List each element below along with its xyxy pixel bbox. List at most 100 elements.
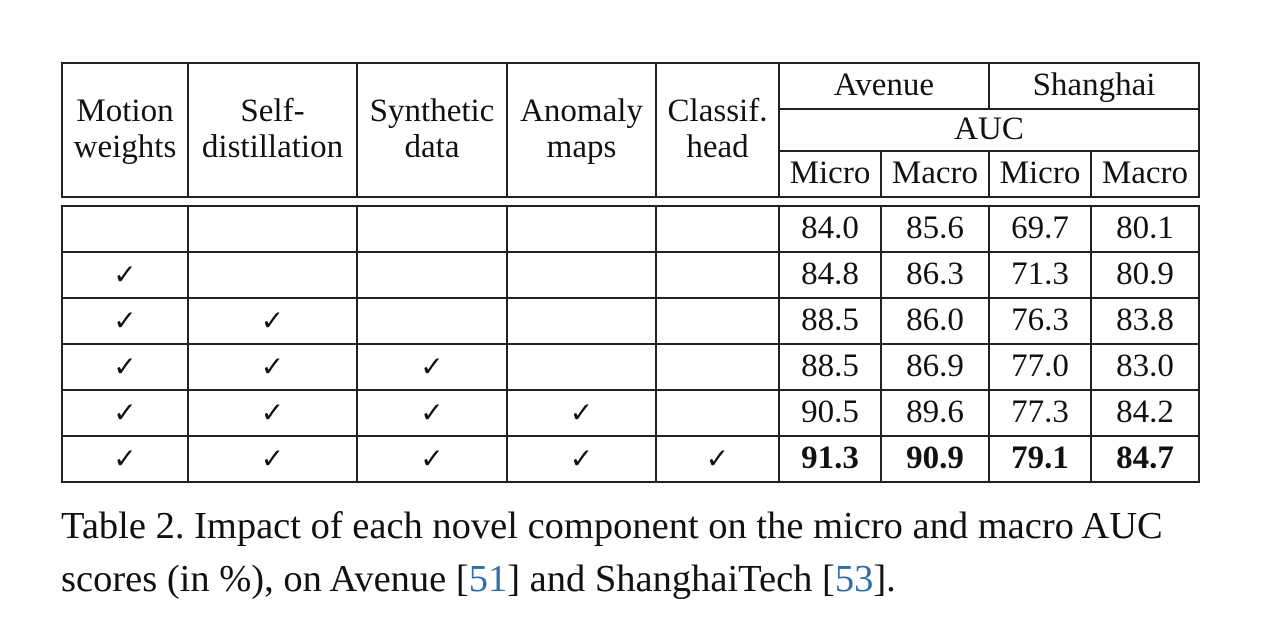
score-cell: 86.0: [880, 297, 990, 345]
header-separator: [62, 196, 1199, 207]
check-cell: ✓: [187, 435, 358, 483]
score-cell: 80.1: [1090, 205, 1200, 253]
score-cell: 83.8: [1090, 297, 1200, 345]
check-cell: [655, 297, 780, 345]
check-icon: ✓: [260, 396, 285, 430]
score-cell: 88.5: [778, 343, 882, 391]
score-cell: 88.5: [778, 297, 882, 345]
table-row: ✓ ✓ ✓ ✓ ✓ 91.3 90.9 79.1 84.7: [61, 435, 1200, 483]
check-cell: ✓: [61, 389, 189, 437]
score-cell: 86.3: [880, 251, 990, 299]
header-row-metric: AUC: [62, 108, 1200, 152]
check-cell: ✓: [356, 389, 508, 437]
score-cell: 77.0: [988, 343, 1092, 391]
header-shanghai-micro: Micro: [988, 150, 1092, 198]
check-icon: ✓: [705, 442, 730, 476]
ablation-table: Motion weights Self-distillation Syntheti…: [61, 62, 1200, 483]
check-cell: ✓: [356, 435, 508, 483]
citation-link-51[interactable]: 51: [468, 558, 508, 600]
score-cell: 90.9: [880, 435, 990, 483]
check-icon: ✓: [420, 350, 444, 384]
check-icon: ✓: [420, 396, 444, 430]
check-cell: [655, 389, 780, 437]
check-icon: ✓: [113, 258, 137, 292]
check-cell: ✓: [187, 389, 358, 437]
score-cell: 84.7: [1090, 435, 1200, 483]
table-row: ✓ ✓ ✓ 88.5 86.9 77.0 83.0: [61, 343, 1200, 391]
header-avenue: Avenue: [778, 62, 990, 110]
check-cell: ✓: [61, 251, 189, 299]
score-cell: 79.1: [988, 435, 1092, 483]
check-cell: [655, 205, 780, 253]
check-cell: [187, 205, 358, 253]
score-cell: 77.3: [988, 389, 1092, 437]
check-cell: [506, 297, 657, 345]
score-cell: 80.9: [1090, 251, 1200, 299]
check-icon: ✓: [260, 304, 285, 338]
header-shanghai-macro: Macro: [1090, 150, 1200, 198]
check-cell: ✓: [655, 435, 780, 483]
score-cell: 86.9: [880, 343, 990, 391]
score-cell: 71.3: [988, 251, 1092, 299]
score-cell: 83.0: [1090, 343, 1200, 391]
check-cell: ✓: [506, 435, 657, 483]
check-icon: ✓: [113, 442, 137, 476]
header-avenue-micro: Micro: [778, 150, 882, 198]
check-icon: ✓: [260, 350, 285, 384]
score-cell: 89.6: [880, 389, 990, 437]
check-cell: [356, 205, 508, 253]
header-avenue-macro: Macro: [880, 150, 990, 198]
score-cell: 84.8: [778, 251, 882, 299]
caption-text-3: ].: [873, 558, 896, 600]
header-shanghai: Shanghai: [988, 62, 1200, 110]
table-row: ✓ ✓ 88.5 86.0 76.3 83.8: [61, 297, 1200, 345]
check-cell: [506, 205, 657, 253]
check-cell: [187, 251, 358, 299]
header-self-distillation: Self-distillation: [187, 62, 358, 198]
score-cell: 90.5: [778, 389, 882, 437]
table-row: ✓ ✓ ✓ ✓ 90.5 89.6 77.3 84.2: [61, 389, 1200, 437]
table-body: 84.0 85.6 69.7 80.1 ✓ 84.8 86.3 71.3 80.9 ✓ ✓ 88.5 8…: [61, 205, 1200, 483]
header-classif-head: Classif. head: [655, 62, 780, 198]
check-cell: [61, 205, 189, 253]
header-synthetic-data: Synthetic data: [356, 62, 508, 198]
check-cell: [655, 251, 780, 299]
check-cell: [356, 251, 508, 299]
table-row: 84.0 85.6 69.7 80.1: [61, 205, 1200, 253]
check-icon: ✓: [420, 442, 444, 476]
check-icon: ✓: [569, 442, 594, 476]
check-cell: [655, 343, 780, 391]
check-icon: ✓: [260, 442, 285, 476]
score-cell: 91.3: [778, 435, 882, 483]
header-auc: AUC: [778, 108, 1200, 152]
header-anomaly-maps: Anomaly maps: [506, 62, 657, 198]
check-cell: ✓: [61, 435, 189, 483]
check-icon: ✓: [113, 304, 137, 338]
score-cell: 76.3: [988, 297, 1092, 345]
header-row-datasets: Motion weights Self-distillation Syntheti…: [61, 62, 1200, 198]
score-cell: 84.0: [778, 205, 882, 253]
check-icon: ✓: [113, 350, 137, 384]
check-cell: [356, 297, 508, 345]
citation-link-53[interactable]: 53: [834, 558, 874, 600]
score-cell: 84.2: [1090, 389, 1200, 437]
separator-cell: [62, 196, 1199, 207]
header-motion-weights: Motion weights: [61, 62, 189, 198]
caption-text-1: Table 2. Impact of each novel component …: [61, 505, 1163, 600]
table-row: ✓ 84.8 86.3 71.3 80.9: [61, 251, 1200, 299]
check-cell: ✓: [506, 389, 657, 437]
score-cell: 85.6: [880, 205, 990, 253]
score-cell: 69.7: [988, 205, 1092, 253]
check-cell: ✓: [187, 343, 358, 391]
check-cell: ✓: [61, 343, 189, 391]
check-cell: ✓: [61, 297, 189, 345]
check-icon: ✓: [113, 396, 137, 430]
check-icon: ✓: [569, 396, 594, 430]
check-cell: [506, 343, 657, 391]
caption-text-2: ] and ShanghaiTech [: [507, 558, 835, 600]
check-cell: ✓: [356, 343, 508, 391]
check-cell: ✓: [187, 297, 358, 345]
header-row-subs: Micro Macro Micro Macro: [62, 150, 1200, 198]
check-cell: [506, 251, 657, 299]
table-caption: Table 2. Impact of each novel component …: [61, 500, 1211, 606]
